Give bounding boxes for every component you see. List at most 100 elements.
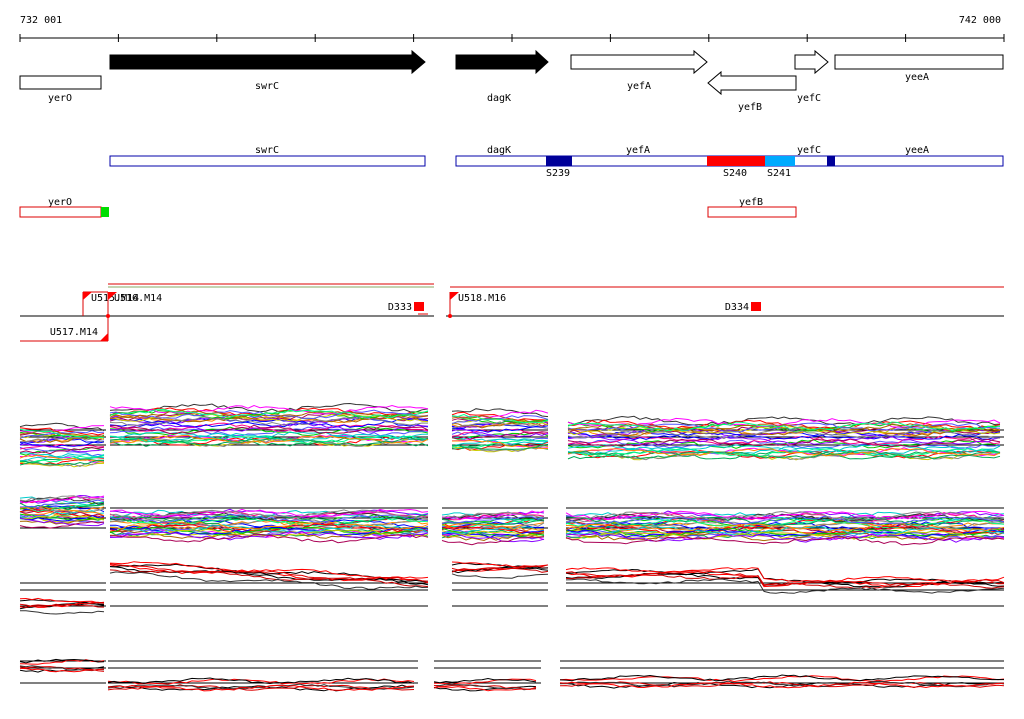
- block-S241[interactable]: [765, 156, 795, 166]
- upshift-U518-flag[interactable]: [450, 292, 459, 300]
- expression-profile-line: [565, 526, 1005, 536]
- expression-profile-line: [109, 516, 429, 526]
- block-S240[interactable]: [707, 156, 765, 166]
- expression-profile-line: [441, 529, 545, 540]
- expression-profile-line: [107, 677, 415, 685]
- expression-profile-line: [433, 683, 537, 691]
- expression-profile-line: [109, 426, 429, 437]
- expression-profile-line: [565, 510, 1005, 521]
- expression-profile-line: [19, 452, 105, 460]
- expression-profile-line: [19, 514, 105, 521]
- expression-profile-line: [565, 516, 1005, 527]
- gene-yerO-shape[interactable]: [19, 75, 102, 90]
- segment-dagK-label: dagK: [487, 145, 511, 156]
- expression-profile-line: [567, 423, 1001, 433]
- expression-profile-line: [19, 510, 105, 519]
- gene-dagK-arrow[interactable]: [455, 49, 549, 75]
- expression-profile-line: [451, 438, 549, 447]
- expression-profile-line: [19, 504, 105, 513]
- ruler-ticks: [19, 34, 1005, 42]
- expression-profile-line: [19, 459, 105, 466]
- downshift-D334-marker[interactable]: [751, 302, 761, 311]
- expression-profile-line: [109, 571, 429, 590]
- expression-panel-4: [19, 658, 1005, 692]
- coordinate-ruler: 732 001 742 000: [19, 15, 1005, 42]
- expression-profile-line: [451, 441, 549, 451]
- expression-profile-line: [451, 415, 549, 424]
- antisense-segments-track: yerO yefB: [19, 197, 797, 218]
- downshift-D333-marker[interactable]: [414, 302, 424, 311]
- block-small-dark[interactable]: [827, 156, 835, 166]
- expression-profile-line: [441, 516, 545, 525]
- expression-profile-line: [567, 429, 1001, 440]
- expression-profile-line: [20, 610, 105, 615]
- expression-profile-line: [19, 597, 105, 604]
- expression-profile-line: [109, 513, 429, 524]
- expression-profile-line: [451, 415, 549, 424]
- expression-profile-line: [441, 536, 545, 546]
- upshift-U516-flag[interactable]: [108, 292, 117, 300]
- expression-profile-line: [565, 536, 1005, 546]
- expression-profile-line: [451, 431, 549, 440]
- expression-profile-line: [441, 526, 545, 535]
- gene-dagK-label: dagK: [487, 93, 511, 104]
- expression-panel-2: [19, 494, 1005, 546]
- expression-profile-line: [19, 667, 105, 673]
- antisense-yefB[interactable]: [707, 206, 797, 218]
- expression-profile-line: [567, 431, 1001, 441]
- expression-profile-line: [109, 432, 429, 443]
- gene-swrC-label: swrC: [255, 81, 279, 92]
- upshift-U517-flag[interactable]: [100, 333, 108, 341]
- expression-profile-line: [109, 509, 429, 519]
- expression-profile-line: [19, 658, 105, 664]
- gene-yefB-arrow[interactable]: [707, 70, 797, 96]
- expression-profile-line: [19, 446, 105, 455]
- expression-profile-line: [451, 564, 549, 571]
- expression-profile-line: [20, 436, 105, 443]
- segment-swrC[interactable]: [109, 155, 426, 167]
- expression-profile-line: [107, 684, 415, 691]
- expression-profile-line: [109, 517, 429, 527]
- expression-profile-line: [19, 428, 105, 439]
- expression-profile-line: [441, 533, 545, 543]
- gene-yefA-label: yefA: [627, 81, 651, 92]
- expression-profile-line: [109, 533, 429, 544]
- gene-swrC-arrow[interactable]: [109, 49, 426, 75]
- expression-profile-line: [565, 528, 1005, 538]
- expression-profile-line: [433, 684, 537, 692]
- antisense-yefB-label: yefB: [739, 197, 763, 208]
- expression-profile-line: [109, 426, 429, 437]
- expression-profile-line: [19, 521, 105, 529]
- expression-profile-line: [565, 578, 1005, 594]
- segment-yefC-label: yefC: [797, 145, 821, 156]
- expression-profile-line: [451, 421, 549, 429]
- expression-profile-line: [109, 424, 429, 435]
- expression-profile-line: [109, 523, 429, 533]
- expression-profile-line: [565, 570, 1005, 587]
- antisense-yerO[interactable]: [19, 206, 102, 218]
- block-S239[interactable]: [546, 156, 572, 166]
- upshift-U515-flag[interactable]: [83, 292, 92, 300]
- upshift-U517-label: U517.M14: [50, 327, 98, 338]
- expression-profile-line: [19, 506, 105, 517]
- upshift-U515-label: U515.M14: [91, 293, 139, 304]
- expression-profile-line: [451, 443, 549, 450]
- expression-profile-line: [567, 450, 1001, 461]
- expression-profile-line: [567, 415, 1001, 426]
- block-S240-label: S240: [723, 168, 747, 179]
- expression-profile-line: [109, 436, 429, 446]
- expression-profile-line: [567, 437, 1001, 448]
- gene-yefA-arrow[interactable]: [570, 49, 708, 75]
- expression-profile-line: [565, 510, 1005, 521]
- expression-profile-line: [441, 522, 545, 532]
- gene-yeeA-shape[interactable]: [834, 54, 1004, 70]
- block-S241-label: S241: [767, 168, 791, 179]
- gene-yeeA-label: yeeA: [905, 72, 929, 83]
- expression-profile-line: [451, 439, 549, 449]
- expression-profile-line: [109, 408, 429, 419]
- gene-yefC-arrow[interactable]: [794, 49, 829, 75]
- expression-profile-line: [441, 510, 545, 520]
- expression-profile-line: [565, 511, 1005, 522]
- expression-profile-line: [559, 680, 1005, 688]
